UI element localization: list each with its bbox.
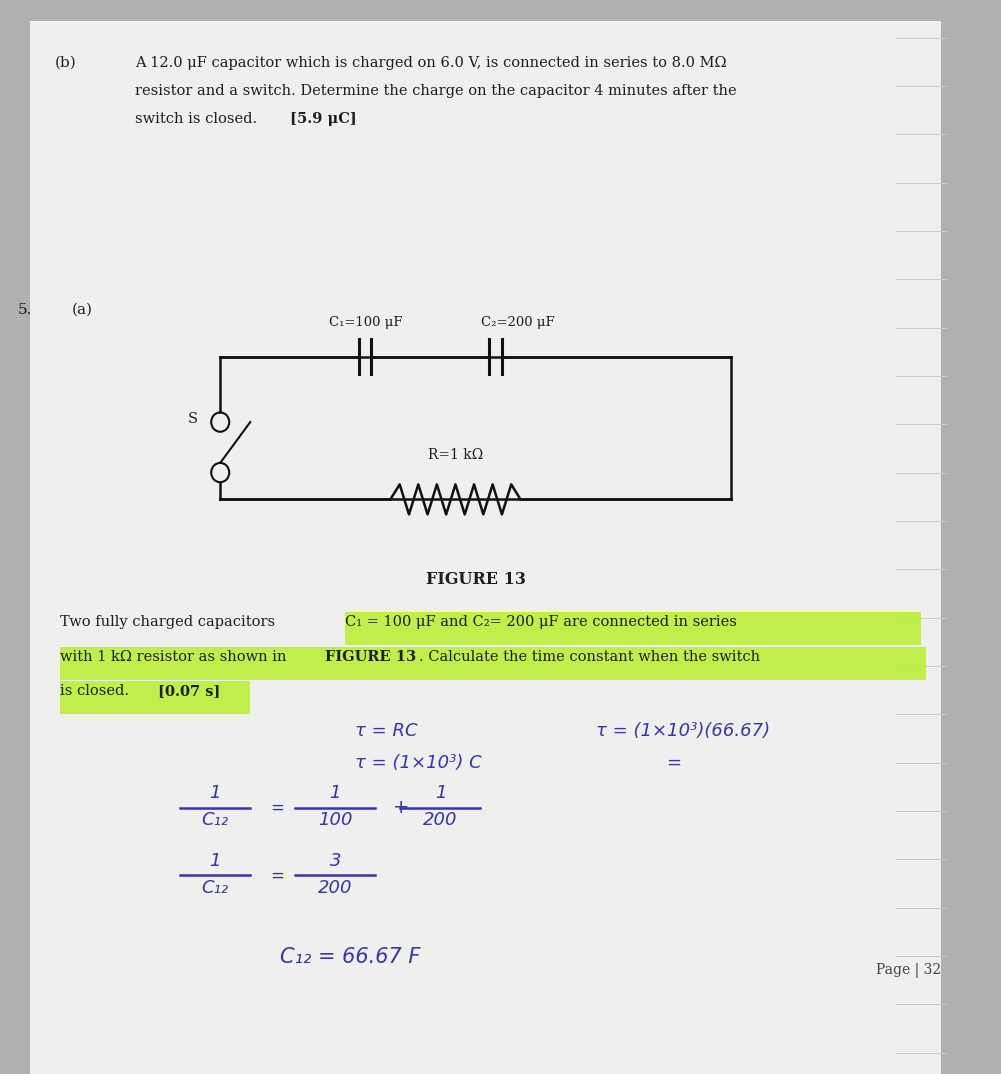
Text: 1: 1 (434, 784, 446, 802)
FancyBboxPatch shape (60, 647, 926, 680)
Text: C₁ = 100 μF and C₂= 200 μF are connected in series: C₁ = 100 μF and C₂= 200 μF are connected… (345, 615, 737, 629)
FancyBboxPatch shape (60, 681, 250, 714)
Text: switch is closed.: switch is closed. (135, 112, 262, 126)
Text: C₁₂ = 66.67 F: C₁₂ = 66.67 F (280, 947, 420, 968)
Text: FIGURE 13: FIGURE 13 (325, 650, 416, 664)
Text: with 1 kΩ resistor as shown in: with 1 kΩ resistor as shown in (60, 650, 291, 664)
Text: 1: 1 (209, 784, 221, 802)
Text: [0.07 s]: [0.07 s] (158, 684, 220, 698)
Text: . Calculate the time constant when the switch: . Calculate the time constant when the s… (419, 650, 761, 664)
Text: 1: 1 (209, 852, 221, 870)
Text: S: S (188, 411, 198, 426)
Text: τ = (1×10³) C: τ = (1×10³) C (355, 754, 482, 772)
Text: 200: 200 (318, 879, 352, 897)
Text: =: = (666, 754, 681, 772)
Text: 1: 1 (329, 784, 341, 802)
Text: =: = (270, 867, 284, 884)
Text: Page | 32: Page | 32 (876, 963, 941, 978)
Text: 5.: 5. (18, 303, 32, 317)
Text: resistor and a switch. Determine the charge on the capacitor 4 minutes after the: resistor and a switch. Determine the cha… (135, 84, 737, 98)
Text: 200: 200 (423, 811, 457, 829)
Text: 100: 100 (318, 811, 352, 829)
Text: =: = (270, 799, 284, 816)
Text: A 12.0 μF capacitor which is charged on 6.0 V, is connected in series to 8.0 MΩ: A 12.0 μF capacitor which is charged on … (135, 56, 727, 70)
Text: C₁₂: C₁₂ (201, 879, 229, 897)
Text: 3: 3 (329, 852, 341, 870)
Text: +: + (393, 798, 409, 817)
Text: τ = RC: τ = RC (355, 722, 418, 740)
Text: Two fully charged capacitors: Two fully charged capacitors (60, 615, 280, 629)
Text: FIGURE 13: FIGURE 13 (425, 571, 526, 589)
Text: [5.9 μC]: [5.9 μC] (290, 112, 357, 126)
Text: C₂=200 μF: C₂=200 μF (480, 316, 555, 329)
Text: τ = (1×10³)(66.67): τ = (1×10³)(66.67) (596, 722, 770, 740)
Text: (b): (b) (55, 56, 77, 70)
Text: is closed.: is closed. (60, 684, 134, 698)
Text: (a): (a) (72, 303, 93, 317)
FancyBboxPatch shape (345, 612, 921, 645)
Text: C₁=100 μF: C₁=100 μF (328, 316, 402, 329)
FancyBboxPatch shape (30, 21, 941, 1074)
Text: R=1 kΩ: R=1 kΩ (427, 448, 483, 462)
Text: C₁₂: C₁₂ (201, 811, 229, 829)
